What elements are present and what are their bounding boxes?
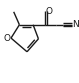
Text: O: O	[46, 7, 53, 16]
Text: N: N	[72, 20, 79, 29]
Text: O: O	[4, 34, 11, 43]
